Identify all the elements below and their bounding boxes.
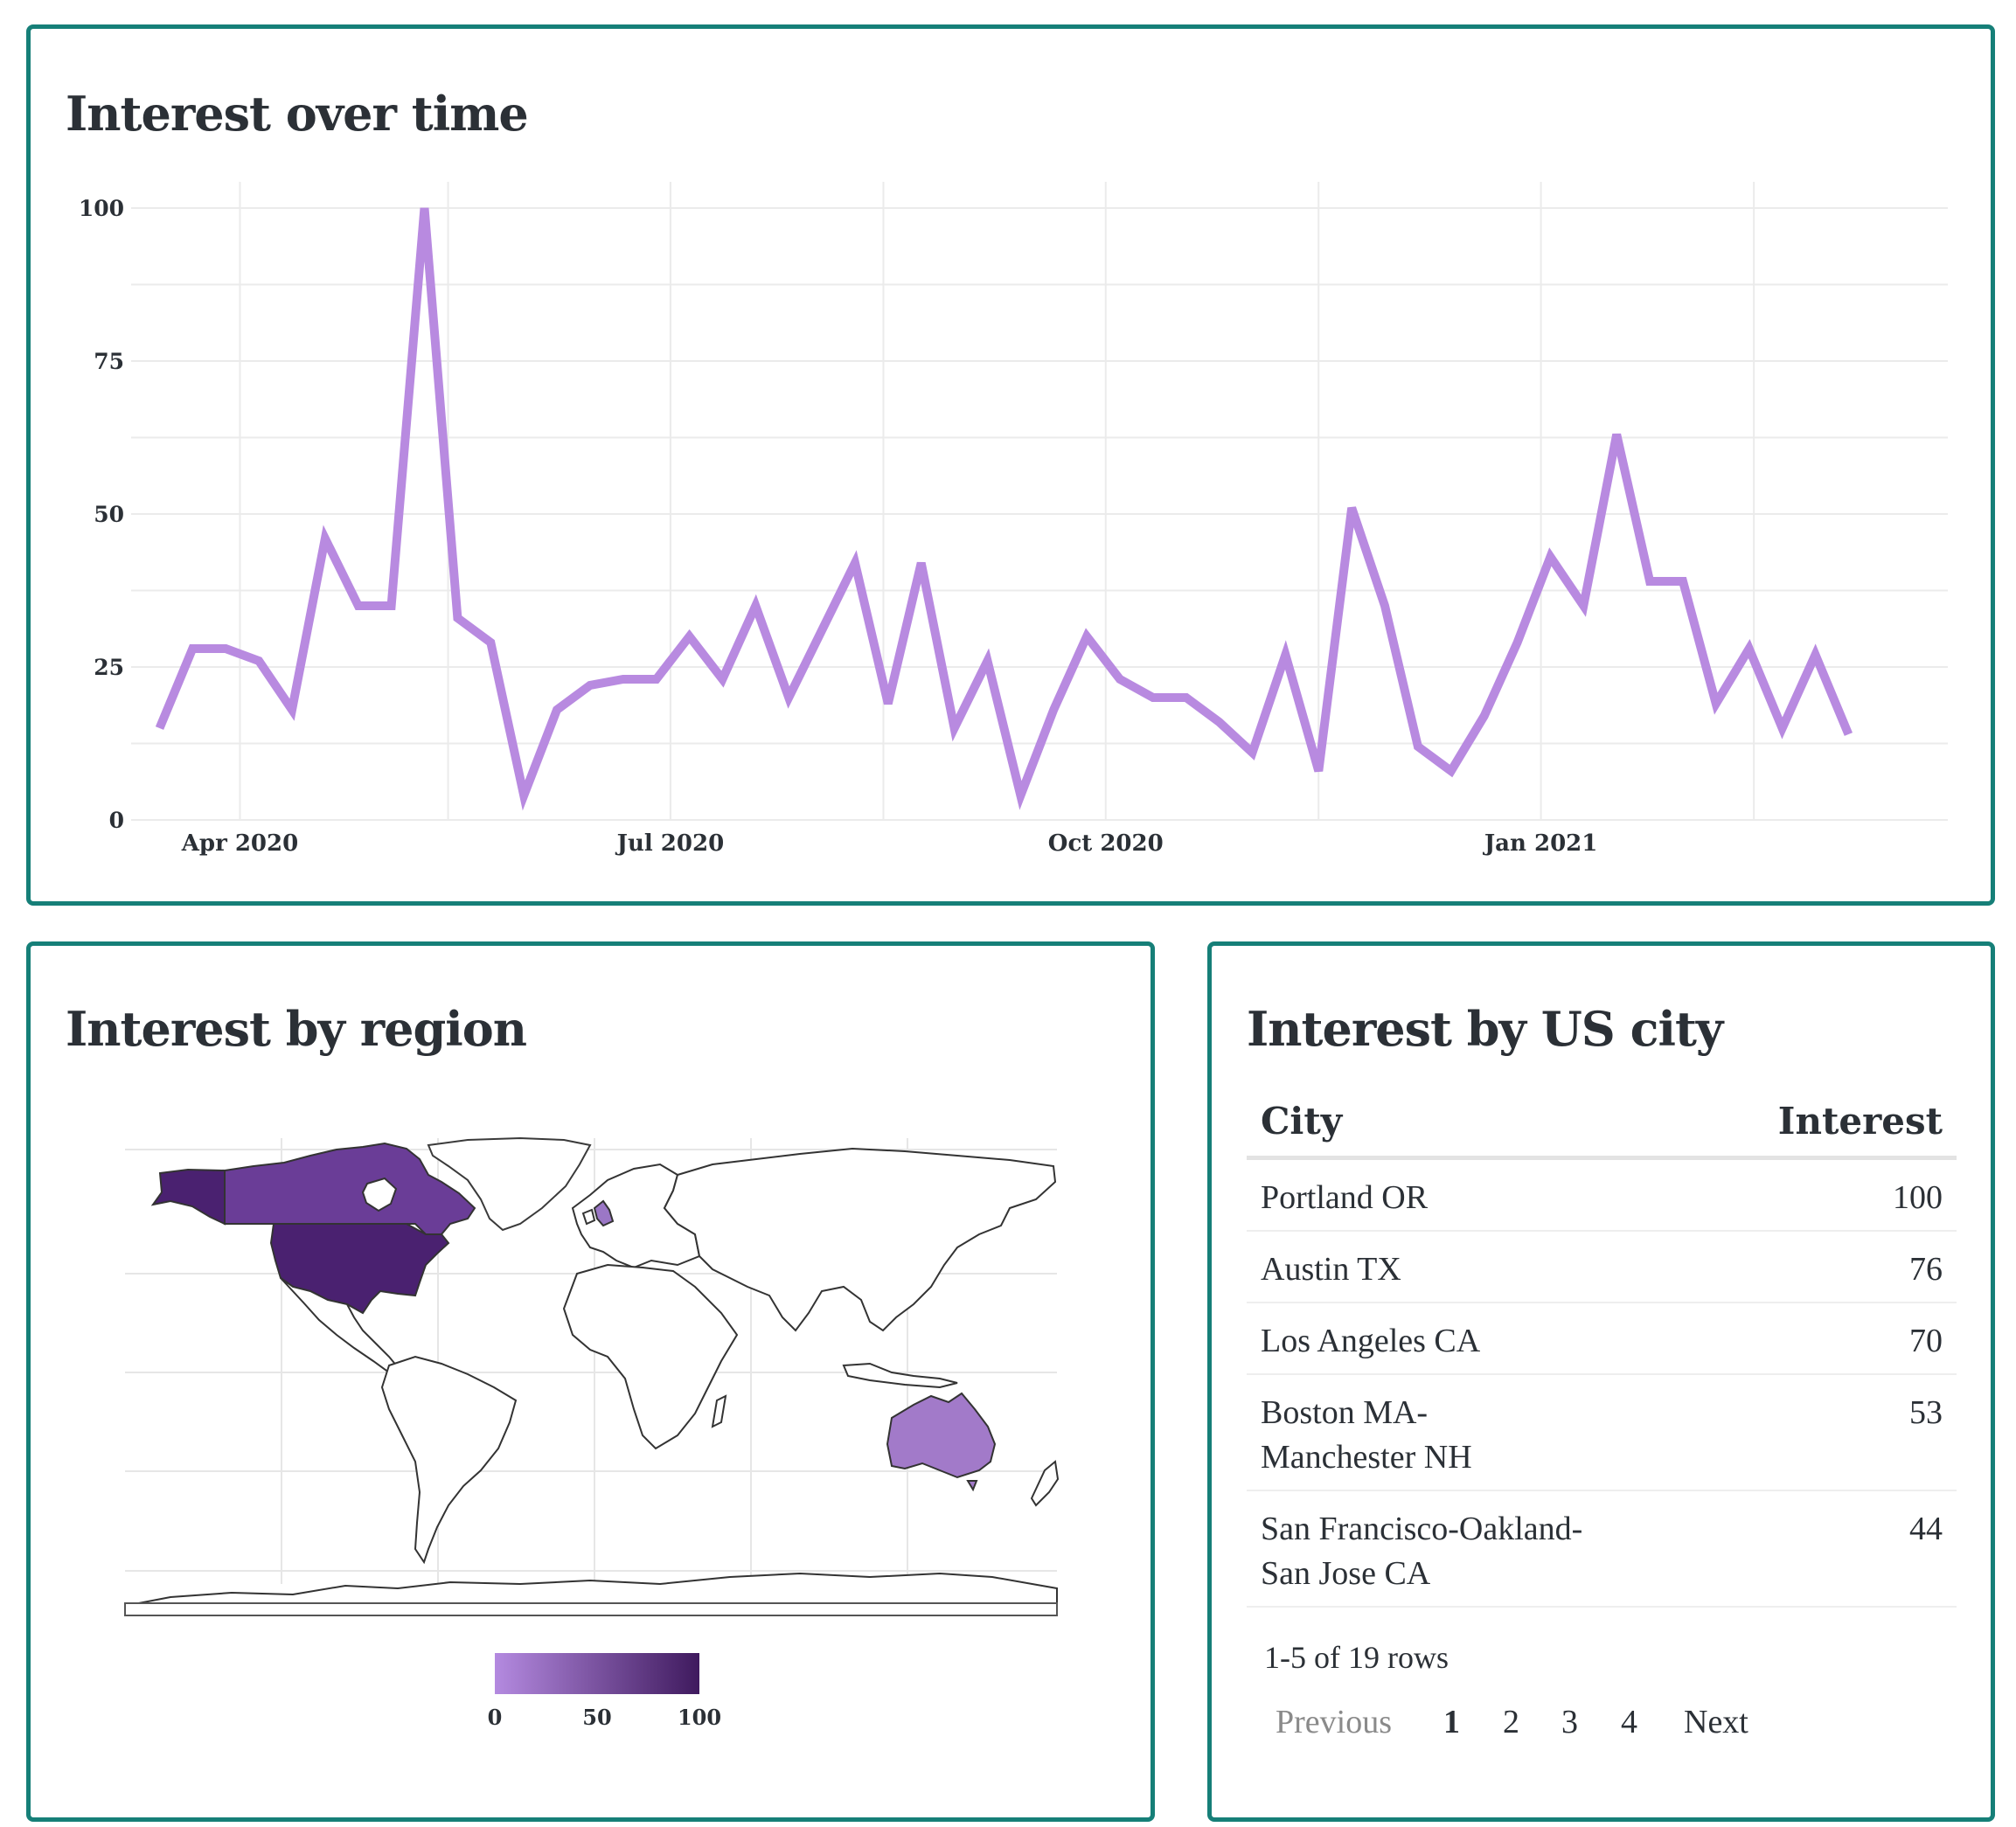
table-header: City Interest xyxy=(1247,1093,1957,1160)
table-row: Boston MA-Manchester NH 53 xyxy=(1247,1375,1957,1491)
interest-over-time-chart: 0 25 50 75 100 Apr 2020 Jul 2020 Oct 2020 Jan 2… xyxy=(79,182,1948,857)
next-page-button[interactable]: Next xyxy=(1684,1704,1748,1740)
hudson-bay xyxy=(361,1177,398,1212)
interest-over-time-card: Interest over time 0 25 50 75 100 Apr 2020 Ju… xyxy=(26,24,1995,906)
interest-by-us-city-card: Interest by US city City Interest Portla… xyxy=(1207,941,1995,1822)
legend-tick-0: 0 xyxy=(488,1705,503,1730)
region-tasmania xyxy=(966,1480,978,1492)
interest-by-region-card: Interest by region xyxy=(26,941,1155,1822)
page-3-button[interactable]: 3 xyxy=(1561,1704,1578,1740)
cell-interest: 44 xyxy=(1909,1511,1943,1547)
cell-interest: 70 xyxy=(1909,1323,1943,1359)
table-row: Austin TX 76 xyxy=(1247,1232,1957,1303)
y-tick-label: 75 xyxy=(94,349,124,374)
interest-by-us-city-title: Interest by US city xyxy=(1247,1001,1723,1057)
table-row: San Francisco-Oakland-San Jose CA 44 xyxy=(1247,1491,1957,1608)
region-united-states xyxy=(269,1223,450,1315)
column-header-city[interactable]: City xyxy=(1261,1100,1343,1143)
cell-city: Portland OR xyxy=(1261,1179,1429,1216)
region-ireland xyxy=(581,1208,596,1226)
interest-line-series xyxy=(155,207,1853,811)
legend-tick-50: 50 xyxy=(582,1705,611,1730)
cell-city: Austin TX xyxy=(1261,1251,1401,1288)
row-count-text: 1-5 of 19 rows xyxy=(1264,1640,1449,1675)
x-tick-label: Oct 2020 xyxy=(1048,830,1164,857)
region-madagascar xyxy=(711,1394,727,1428)
map-bottom-edge xyxy=(124,1602,1058,1616)
page-2-button[interactable]: 2 xyxy=(1503,1704,1519,1740)
page-4-button[interactable]: 4 xyxy=(1621,1704,1637,1740)
region-indonesia xyxy=(842,1362,958,1389)
world-map: 0 50 100 xyxy=(124,1136,1060,1730)
y-tick-label: 0 xyxy=(109,808,124,833)
x-tick-label: Jan 2021 xyxy=(1483,830,1597,857)
interest-by-region-title: Interest by region xyxy=(66,1001,527,1057)
region-greenland xyxy=(427,1136,592,1232)
table-body: Portland OR 100 Austin TX 76 Los Angeles… xyxy=(1247,1160,1957,1608)
cell-city: Boston MA-Manchester NH xyxy=(1261,1394,1472,1476)
cell-interest: 53 xyxy=(1909,1394,1943,1431)
cell-city: Los Angeles CA xyxy=(1261,1323,1481,1359)
legend-color-bar xyxy=(495,1653,699,1694)
y-tick-label: 50 xyxy=(94,502,124,527)
interest-over-time-title: Interest over time xyxy=(66,86,529,142)
legend-tick-100: 100 xyxy=(678,1705,721,1730)
region-united-kingdom xyxy=(593,1199,615,1227)
cell-interest: 100 xyxy=(1893,1179,1943,1216)
region-australia xyxy=(886,1392,997,1479)
cell-interest: 76 xyxy=(1909,1251,1943,1288)
region-mexico xyxy=(280,1277,400,1374)
region-alaska xyxy=(150,1168,226,1226)
table-row: Los Angeles CA 70 xyxy=(1247,1303,1957,1375)
region-antarctica xyxy=(124,1572,1058,1608)
region-new-zealand xyxy=(1030,1460,1060,1507)
page-1-button[interactable]: 1 xyxy=(1443,1704,1460,1740)
x-tick-label: Apr 2020 xyxy=(181,830,298,857)
table-row: Portland OR 100 xyxy=(1247,1160,1957,1232)
column-header-interest[interactable]: Interest xyxy=(1777,1100,1943,1143)
x-tick-label: Jul 2020 xyxy=(615,830,725,857)
region-asia xyxy=(663,1147,1057,1332)
previous-page-button[interactable]: Previous xyxy=(1276,1704,1392,1740)
cell-city: San Francisco-Oakland-San Jose CA xyxy=(1261,1511,1583,1592)
region-south-america xyxy=(380,1355,518,1565)
y-tick-label: 100 xyxy=(79,196,124,221)
y-tick-label: 25 xyxy=(94,655,124,680)
region-africa xyxy=(562,1263,739,1450)
